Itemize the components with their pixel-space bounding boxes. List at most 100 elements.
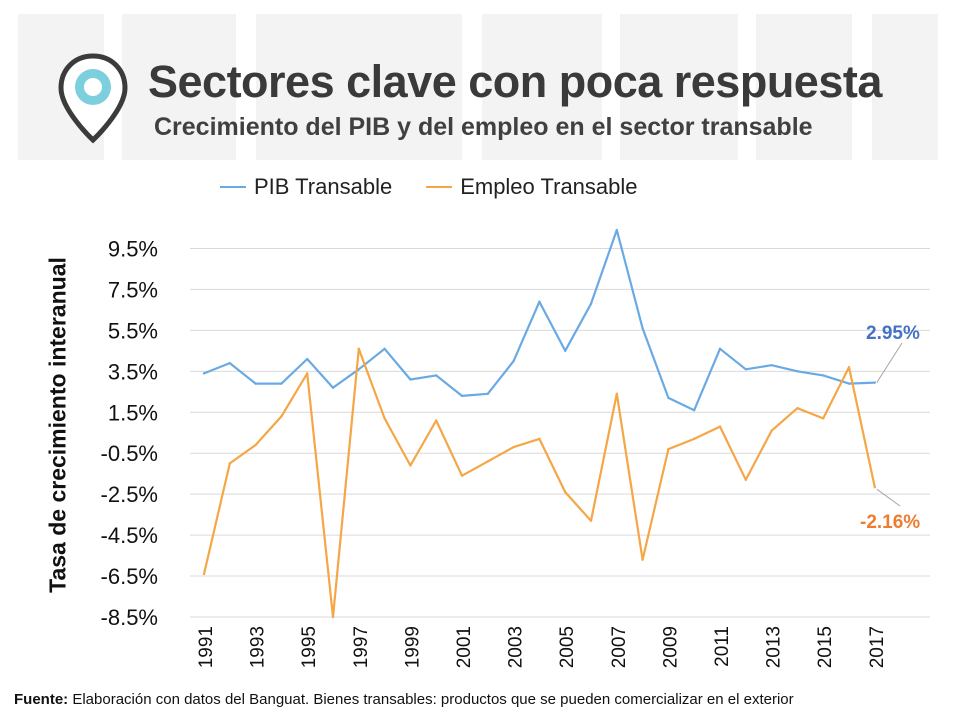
data-point-empleo: [409, 464, 412, 467]
x-tick-label: 2009: [660, 626, 681, 668]
series-line-pib: [203, 228, 875, 412]
x-tick-label: 2017: [867, 626, 888, 668]
data-point-empleo: [460, 474, 464, 477]
source-label: Fuente:: [14, 691, 69, 708]
background-block: [872, 14, 938, 160]
data-point-empleo: [564, 490, 567, 494]
end-value-label-empleo: -2.16%: [860, 512, 920, 533]
data-point-empleo: [796, 406, 799, 410]
y-tick-label: -8.5%: [101, 605, 158, 630]
page-subtitle: Crecimiento del PIB y del empleo en el s…: [154, 113, 813, 141]
data-point-pib: [641, 327, 644, 330]
x-tick-label: 1991: [196, 626, 217, 668]
data-point-pib: [512, 359, 515, 363]
chart-legend: PIB Transable Empleo Transable: [220, 172, 638, 202]
legend-line-empleo: [426, 186, 453, 188]
x-tick-label: 1993: [248, 626, 269, 668]
data-point-empleo: [357, 347, 360, 350]
background-block: [122, 14, 236, 160]
data-point-pib: [435, 374, 438, 377]
data-point-pib: [486, 392, 489, 396]
data-point-pib: [873, 381, 876, 384]
data-point-empleo: [667, 447, 670, 451]
data-point-empleo: [228, 462, 231, 465]
data-point-empleo: [383, 417, 386, 420]
data-point-pib: [202, 372, 206, 375]
background-block: [256, 14, 462, 160]
data-point-pib: [718, 347, 722, 350]
data-point-empleo: [435, 419, 438, 422]
legend-item-empleo: Empleo Transable: [426, 174, 638, 200]
x-tick-label: 2007: [609, 626, 630, 668]
data-point-empleo: [202, 572, 206, 576]
data-point-pib: [409, 378, 412, 381]
data-point-empleo: [873, 485, 876, 489]
data-point-empleo: [538, 437, 541, 441]
x-tick-label: 2015: [815, 626, 836, 668]
data-point-empleo: [693, 437, 696, 441]
page-title: Sectores clave con poca respuesta: [148, 56, 882, 107]
data-point-pib: [744, 368, 747, 371]
data-point-pib: [667, 396, 670, 400]
data-point-empleo: [589, 519, 593, 522]
data-point-pib: [460, 394, 464, 398]
x-tick-label: 1999: [402, 626, 423, 668]
source-note: Fuente: Elaboración con datos del Bangua…: [14, 691, 794, 708]
data-point-empleo: [512, 445, 515, 449]
data-point-empleo: [254, 443, 257, 447]
y-tick-label: 1.5%: [108, 400, 158, 425]
data-point-pib: [357, 368, 360, 371]
y-tick-label: 7.5%: [108, 277, 158, 302]
data-point-empleo: [822, 417, 825, 420]
x-tick-label: 2005: [557, 626, 578, 668]
legend-label-pib: PIB Transable: [254, 174, 393, 199]
data-point-pib: [564, 349, 567, 353]
data-point-pib: [847, 382, 851, 385]
data-point-empleo: [744, 478, 747, 482]
data-point-pib: [538, 300, 541, 303]
data-point-pib: [693, 409, 696, 412]
map-pin-icon: [58, 53, 128, 144]
data-point-pib: [383, 347, 386, 350]
data-point-pib: [615, 228, 618, 232]
data-point-pib: [589, 302, 593, 305]
data-point-pib: [254, 382, 257, 385]
background-block: [620, 14, 738, 160]
y-tick-label: -2.5%: [101, 482, 158, 507]
x-tick-label: 2001: [454, 626, 475, 668]
data-point-pib: [228, 361, 231, 365]
data-point-empleo: [306, 372, 309, 375]
y-tick-label: -6.5%: [101, 564, 158, 589]
legend-label-empleo: Empleo Transable: [460, 174, 638, 199]
x-tick-label: 1997: [351, 626, 372, 668]
data-point-pib: [331, 386, 335, 389]
x-tick-label: 2013: [764, 626, 785, 668]
data-point-empleo: [486, 460, 489, 463]
y-tick-label: 5.5%: [108, 318, 158, 343]
data-point-pib: [306, 357, 309, 361]
data-point-empleo: [718, 425, 722, 428]
legend-item-pib: PIB Transable: [220, 174, 392, 200]
y-tick-label: 3.5%: [108, 359, 158, 384]
x-tick-label: 2011: [712, 626, 733, 667]
y-tick-label: -0.5%: [101, 441, 158, 466]
data-point-pib: [822, 374, 825, 377]
background-block: [756, 14, 852, 160]
callout-leader-empleo: [876, 488, 901, 507]
x-tick-label: 1995: [299, 626, 320, 668]
data-point-pib: [280, 382, 283, 385]
series-line-empleo: [202, 347, 876, 619]
data-point-empleo: [331, 615, 335, 619]
data-point-pib: [796, 370, 799, 373]
data-point-pib: [770, 363, 773, 367]
y-tick-label: 9.5%: [108, 236, 158, 261]
callout-leader-pib: [876, 342, 903, 383]
x-tick-label: 2003: [506, 626, 527, 668]
data-point-empleo: [641, 558, 644, 561]
data-point-empleo: [847, 366, 851, 369]
data-point-empleo: [280, 415, 283, 418]
legend-line-pib: [220, 186, 246, 188]
data-point-empleo: [615, 392, 618, 396]
data-point-empleo: [770, 429, 773, 432]
end-value-label-pib: 2.95%: [866, 323, 920, 344]
